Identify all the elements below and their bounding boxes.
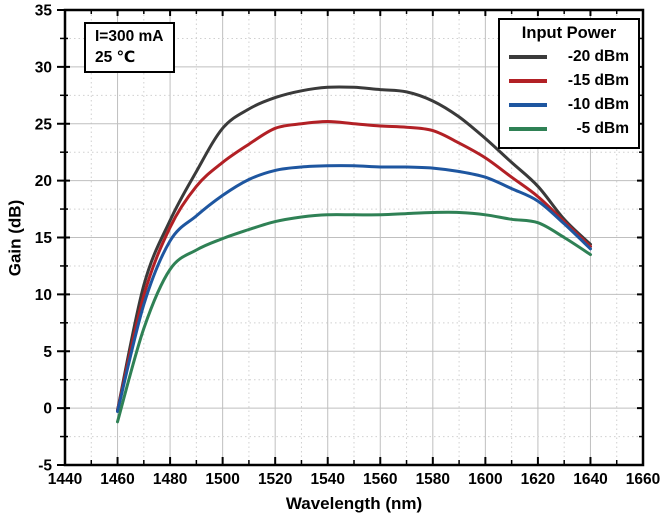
legend-entry-1: -15 dBm — [509, 69, 629, 93]
annotation-current: I=300 mA — [95, 28, 164, 45]
series-line--15-dbm — [116, 120, 592, 412]
x-tick-label: 1580 — [416, 471, 450, 488]
y-tick-label: 35 — [35, 3, 53, 20]
legend-entry-label: -10 dBm — [567, 96, 629, 113]
x-tick-label: 1560 — [363, 471, 397, 488]
legend: Input Power -20 dBm -15 dBm -10 dBm -5 dBm — [498, 18, 640, 149]
x-tick-label: 1480 — [153, 471, 187, 488]
x-axis-title: Wavelength (nm) — [285, 494, 423, 513]
legend-title: Input Power — [521, 24, 617, 42]
x-tick-label: 1500 — [205, 471, 239, 488]
y-tick-label: 5 — [43, 344, 52, 361]
legend-entry-label: -20 dBm — [567, 48, 629, 65]
legend-entry-0: -20 dBm — [509, 45, 629, 69]
y-axis-title: Gain (dB) — [5, 199, 25, 277]
legend-entry-label: -15 dBm — [567, 72, 629, 89]
series-line--20-dbm — [116, 85, 592, 412]
x-tick-label: 1440 — [48, 471, 82, 488]
y-tick-label: 15 — [35, 230, 53, 247]
legend-entries: -20 dBm -15 dBm -10 dBm -5 dBm — [509, 45, 629, 141]
y-tick-label: 20 — [35, 173, 52, 190]
x-tick-label: 1460 — [100, 471, 134, 488]
y-tick-label: -5 — [38, 458, 52, 475]
annotation-box: I=300 mA 25 ℃ — [84, 22, 175, 73]
legend-line-swatch — [509, 55, 547, 59]
x-tick-label: 1660 — [626, 471, 660, 488]
legend-entry-2: -10 dBm — [509, 93, 629, 117]
legend-entry-3: -5 dBm — [509, 117, 629, 141]
x-tick-label: 1620 — [521, 471, 555, 488]
y-tick-label: 0 — [43, 401, 52, 418]
y-tick-label: 25 — [35, 116, 53, 133]
x-tick-label: 1640 — [573, 471, 607, 488]
y-tick-label: 30 — [35, 59, 52, 76]
x-tick-label: 1540 — [310, 471, 344, 488]
legend-line-swatch — [509, 103, 547, 107]
legend-line-swatch — [509, 127, 547, 131]
x-tick-label: 1600 — [468, 471, 502, 488]
series-line--5-dbm — [116, 210, 592, 424]
x-tick-label: 1520 — [258, 471, 292, 488]
series-line--10-dbm — [116, 164, 592, 413]
annotation-temperature: 25 ℃ — [95, 49, 136, 66]
y-tick-label: 10 — [35, 287, 52, 304]
legend-line-swatch — [509, 79, 547, 83]
legend-entry-label: -5 dBm — [576, 120, 629, 137]
